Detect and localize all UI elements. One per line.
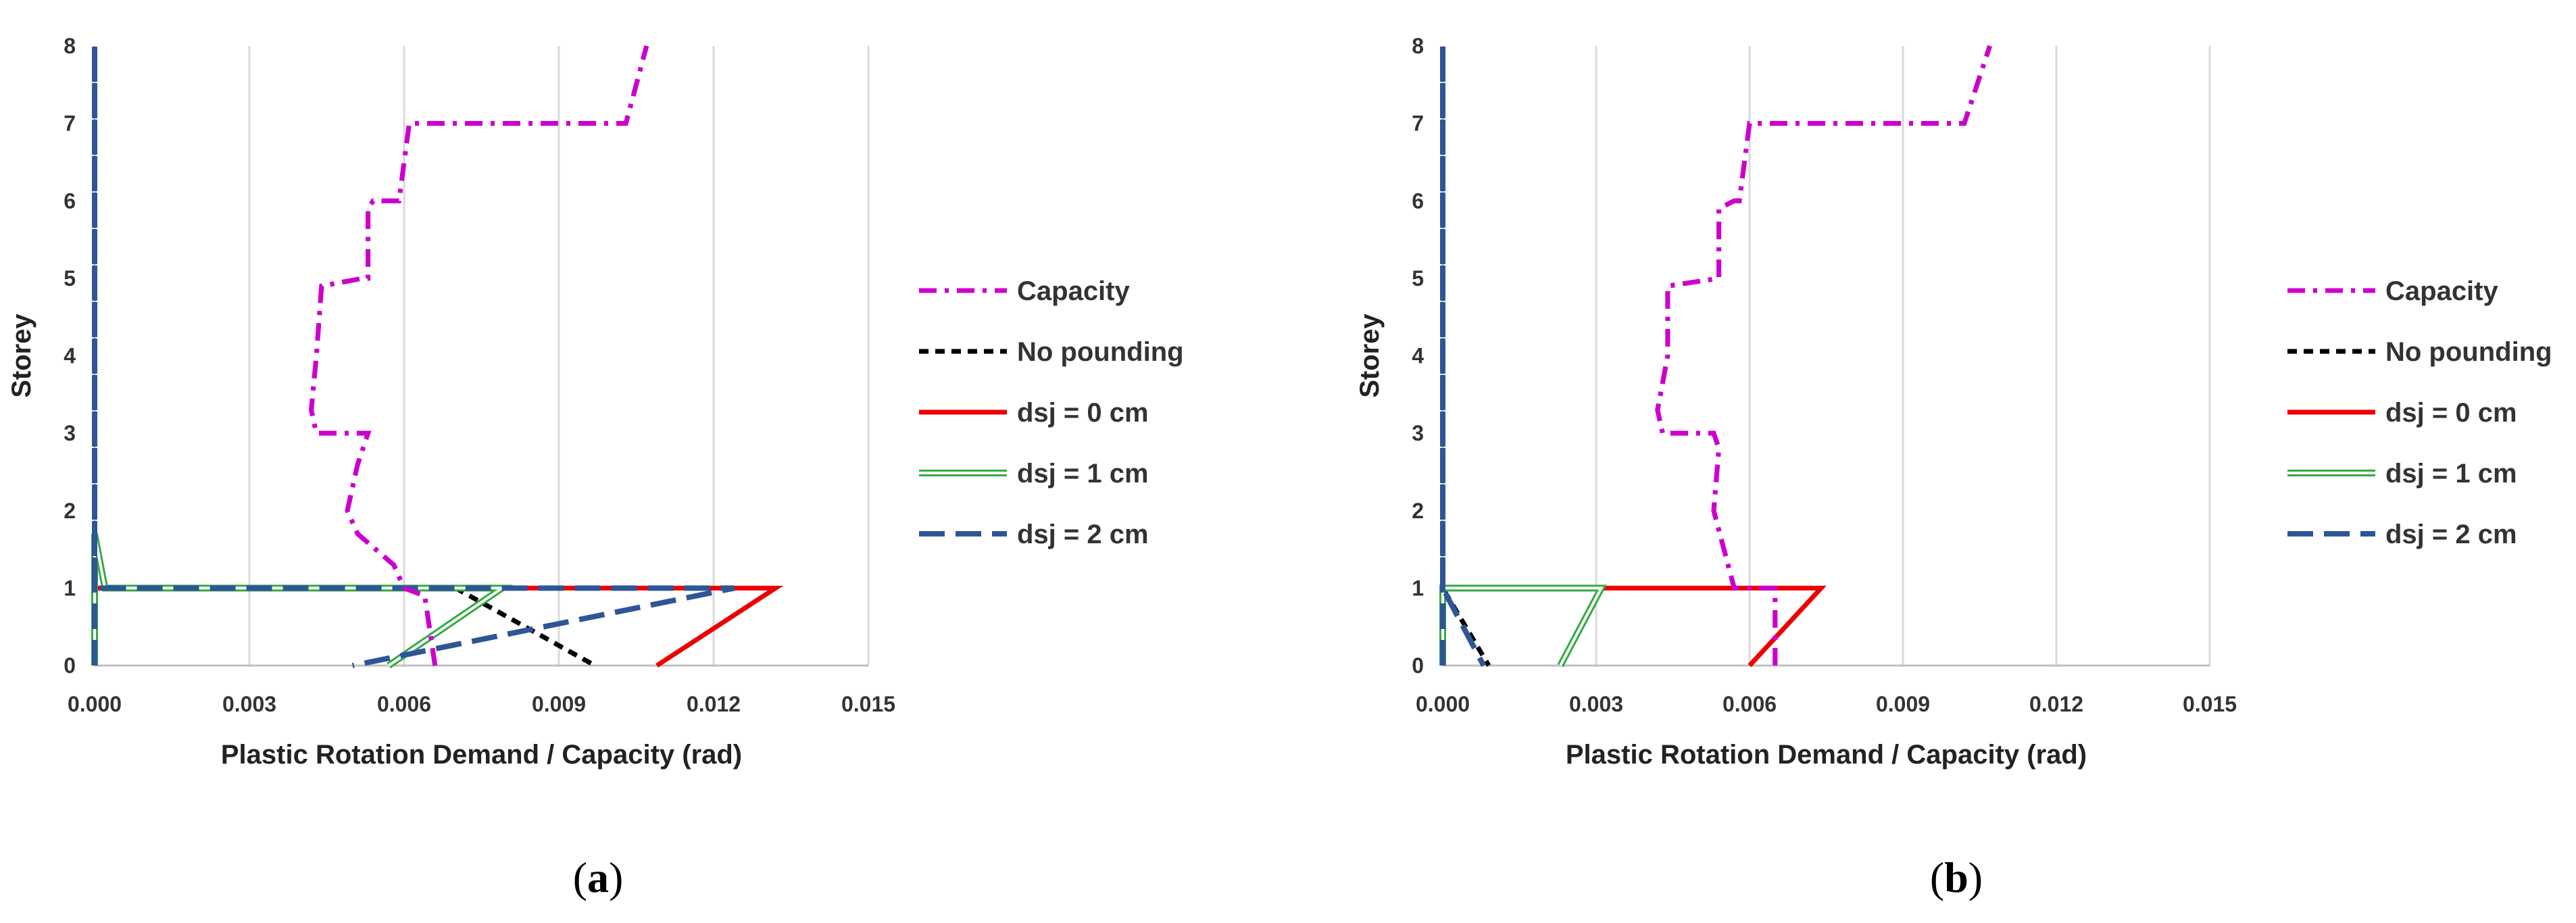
- y-tick-label: 4: [64, 344, 76, 368]
- x-tick-label: 0.009: [1876, 692, 1930, 716]
- y-tick-label: 1: [1412, 576, 1424, 600]
- legend-label-dsj2: dsj = 2 cm: [2385, 520, 2517, 549]
- x-tick-label: 0.003: [1569, 692, 1623, 716]
- y-tick-label: 5: [64, 266, 76, 291]
- x-tick-label: 0.015: [2183, 692, 2237, 716]
- y-tick-label: 0: [64, 653, 76, 678]
- y-axis-title: Storey: [7, 314, 36, 398]
- panel-a: 0.000 0.003 0.006 0.009 0.012 0.015 0 1 2 3 4 5 6 7 8 P…: [7, 34, 1184, 901]
- y-tick-label: 3: [64, 421, 76, 445]
- x-axis-title: Plastic Rotation Demand / Capacity (rad): [1566, 740, 2087, 770]
- x-tick-label: 0.003: [222, 692, 276, 716]
- x-tick-label: 0.000: [1416, 692, 1470, 716]
- legend-label-no_pounding: No pounding: [1017, 337, 1184, 367]
- x-tick-label: 0.015: [841, 692, 895, 716]
- series-no_pounding: [1440, 579, 1491, 667]
- x-tick-label: 0.012: [2029, 692, 2083, 716]
- x-tick-label: 0.006: [377, 692, 431, 716]
- y-tick-label: 7: [64, 111, 76, 136]
- y-tick-label: 1: [64, 576, 76, 600]
- y-tick-label: 3: [1412, 421, 1424, 445]
- y-tick-label: 2: [1412, 499, 1424, 523]
- x-tick-label: 0.006: [1723, 692, 1777, 716]
- legend-label-dsj2: dsj = 2 cm: [1017, 520, 1149, 549]
- x-tick-label: 0.012: [687, 692, 741, 716]
- legend-label-no_pounding: No pounding: [2385, 337, 2552, 367]
- y-tick-label: 8: [1412, 34, 1424, 58]
- legend-label-dsj0: dsj = 0 cm: [2385, 398, 2517, 428]
- legend-label-capacity: Capacity: [1017, 276, 1130, 306]
- y-tick-label: 8: [64, 34, 76, 58]
- legend-label-dsj1: dsj = 1 cm: [2385, 459, 2517, 489]
- y-tick-label: 5: [1412, 266, 1424, 291]
- y-tick-label: 2: [64, 499, 76, 523]
- y-tick-label: 0: [1412, 653, 1424, 678]
- panel-b: 0.000 0.003 0.006 0.009 0.012 0.015 0 1 2 3 4 5 6 7 8 P…: [1355, 34, 2552, 901]
- series-capacity-top: [1655, 45, 1992, 666]
- legend-label-dsj0: dsj = 0 cm: [1017, 398, 1149, 428]
- x-axis-title: Plastic Rotation Demand / Capacity (rad): [221, 740, 742, 770]
- y-tick-label: 4: [1412, 344, 1424, 368]
- series-dsj2: [92, 46, 735, 668]
- x-tick-label: 0.009: [532, 692, 586, 716]
- panel-caption: (b): [1930, 853, 1983, 901]
- y-tick-label: 7: [1412, 111, 1424, 136]
- panel-caption: (a): [573, 853, 624, 901]
- series-capacity-top: [309, 45, 649, 666]
- legend-label-dsj1: dsj = 1 cm: [1017, 459, 1149, 489]
- x-tick-label: 0.000: [68, 692, 122, 716]
- y-tick-label: 6: [64, 189, 76, 213]
- y-tick-label: 6: [1412, 189, 1424, 213]
- y-axis-title: Storey: [1355, 314, 1385, 398]
- series-dsj2: [1440, 46, 1487, 667]
- legend-label-capacity: Capacity: [2385, 276, 2498, 306]
